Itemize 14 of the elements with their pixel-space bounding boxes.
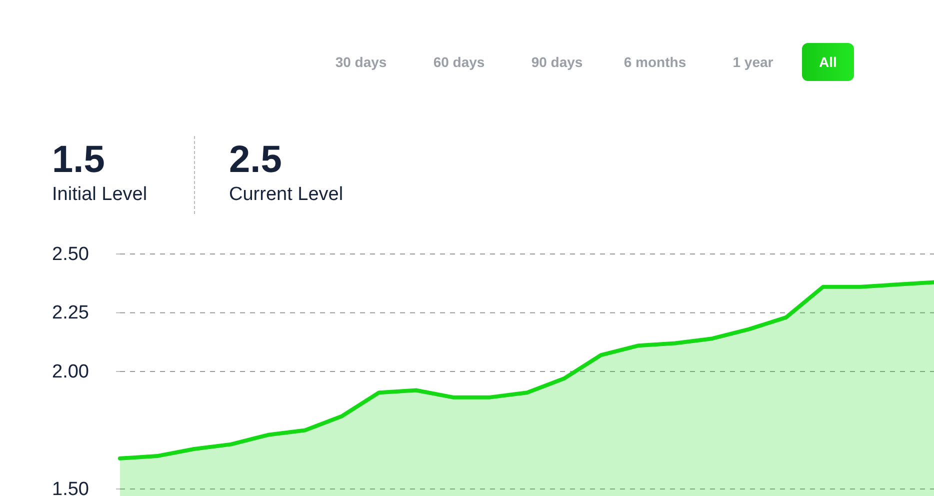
y-tick-label: 1.50 (52, 478, 89, 496)
text: 90 days (530, 53, 584, 72)
text: 1 year (732, 53, 774, 72)
text: 6 months (622, 53, 688, 72)
text: 1.5 (52, 138, 106, 182)
y-tick-label: 2.00 (52, 361, 89, 382)
y-tick-label: 2.25 (52, 302, 89, 324)
text: Initial Level (52, 184, 148, 206)
text: Current Level (229, 184, 344, 206)
text: All (802, 43, 854, 81)
y-tick-label: 2.50 (52, 244, 89, 265)
text: 2.5 (229, 138, 283, 182)
text: 30 days (334, 53, 388, 72)
text: 60 days (432, 53, 486, 72)
